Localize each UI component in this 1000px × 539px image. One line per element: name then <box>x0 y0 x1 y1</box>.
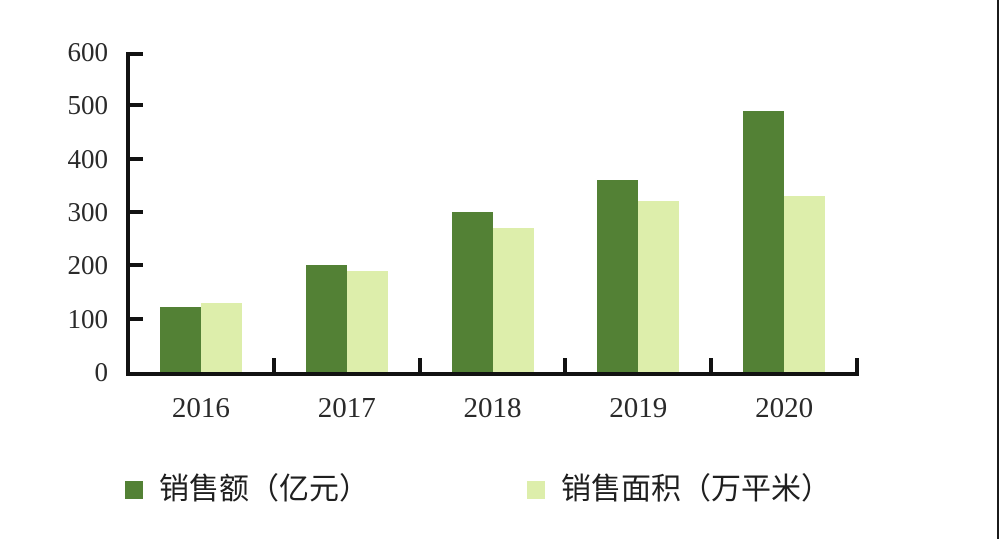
x-category-label: 2020 <box>755 392 814 424</box>
y-tick-mark <box>130 52 143 56</box>
bar-sales-amount-2018 <box>451 212 493 372</box>
legend-item-sales-amount: 销售额（亿元） <box>125 470 369 510</box>
legend-label-sales-amount: 销售额（亿元） <box>159 473 369 506</box>
x-tick-mark <box>417 358 422 372</box>
x-category-label: 2019 <box>609 392 668 424</box>
y-tick-mark <box>130 156 143 161</box>
x-category-label: 2018 <box>463 392 522 424</box>
plot-area: 0 100 200 300 400 500 600 2016 2017 2018 2019 2020 <box>67 37 859 424</box>
legend-label-sales-area: 销售面积（万平米） <box>561 473 831 506</box>
bar-sales-area-2017 <box>346 270 388 372</box>
bar-sales-area-2019 <box>638 201 680 372</box>
screen-right-edge-line <box>997 0 999 539</box>
legend-swatch-sales-amount <box>125 481 143 499</box>
x-category-label: 2016 <box>171 392 230 424</box>
y-axis <box>126 52 130 376</box>
x-tick-mark <box>271 358 276 372</box>
x-category-label: 2017 <box>317 392 376 424</box>
y-tick-label: 600 <box>67 37 109 67</box>
legend-item-sales-area: 销售面积（万平米） <box>527 470 831 510</box>
bar-sales-amount-2020 <box>743 110 785 372</box>
x-tick-mark <box>855 358 859 372</box>
bar-sales-amount-2019 <box>597 180 639 372</box>
bar-sales-area-2020 <box>784 196 826 372</box>
chart-legend: 销售额（亿元） 销售面积（万平米） <box>0 470 1000 512</box>
bar-sales-amount-2017 <box>305 265 347 372</box>
bar-sales-area-2016 <box>200 302 242 372</box>
x-tick-mark <box>563 358 568 372</box>
y-tick-mark <box>130 103 143 108</box>
y-tick-label: 0 <box>94 357 109 387</box>
y-tick-label: 400 <box>67 143 109 174</box>
x-axis <box>126 372 859 376</box>
legend-swatch-sales-area <box>527 481 545 499</box>
y-tick-label: 300 <box>67 197 109 227</box>
x-tick-mark <box>709 358 714 372</box>
y-tick-mark <box>130 316 143 321</box>
y-tick-label: 500 <box>67 90 109 121</box>
bar-sales-area-2018 <box>492 228 534 372</box>
bar-sales-amount-2016 <box>159 306 201 372</box>
y-tick-mark <box>130 210 143 214</box>
y-tick-label: 200 <box>67 250 109 281</box>
y-tick-mark <box>130 263 143 268</box>
y-tick-label: 100 <box>67 303 109 334</box>
